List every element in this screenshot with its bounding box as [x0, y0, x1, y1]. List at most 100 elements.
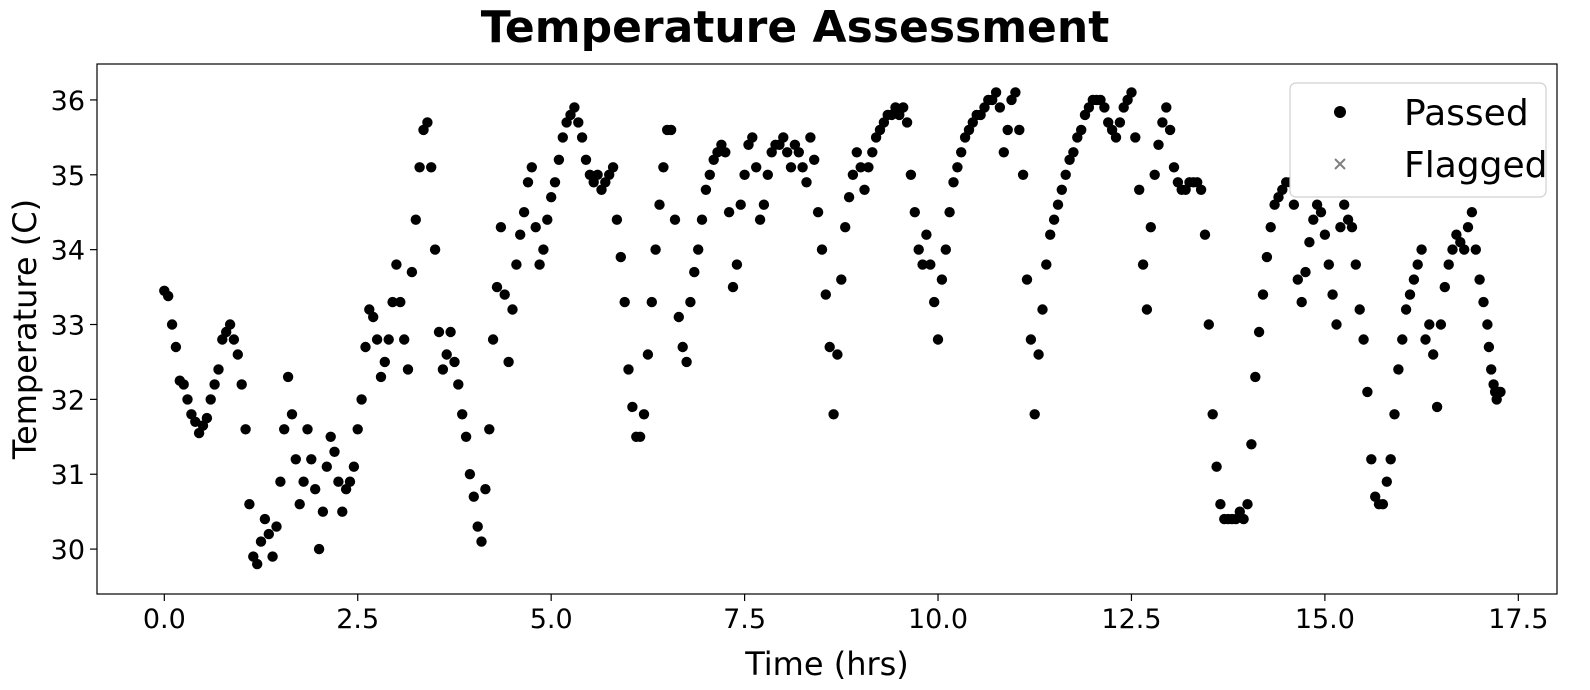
data-point: [1319, 229, 1331, 240]
data-point: [1037, 304, 1048, 315]
data-point: [313, 543, 325, 555]
data-point: [1428, 349, 1439, 360]
data-point: [286, 409, 298, 420]
data-point: [1447, 244, 1458, 255]
data-point: [607, 162, 619, 173]
data-point: [1207, 409, 1218, 420]
data-point: [735, 199, 746, 210]
data-point: [898, 102, 909, 113]
data-point: [867, 147, 878, 158]
data-point: [832, 349, 843, 360]
data-point: [213, 364, 224, 375]
data-point: [809, 154, 820, 165]
y-tick-label: 33: [51, 311, 85, 342]
data-point: [1439, 281, 1451, 293]
data-point: [1048, 214, 1060, 225]
data-point: [383, 334, 394, 345]
data-point: [484, 424, 495, 435]
data-point: [1068, 147, 1079, 158]
data-point: [387, 296, 398, 308]
data-point: [271, 521, 282, 532]
data-point: [909, 207, 920, 218]
data-point: [1323, 259, 1335, 270]
data-point: [747, 132, 758, 143]
legend-label: Flagged: [1404, 145, 1547, 186]
data-point: [1327, 289, 1338, 300]
data-point: [1025, 334, 1037, 345]
data-point: [391, 259, 402, 270]
data-point: [360, 341, 371, 353]
y-tick-label: 30: [51, 535, 85, 566]
data-point: [1478, 296, 1489, 308]
data-point: [990, 87, 1002, 98]
data-point: [1199, 229, 1211, 240]
data-point: [1288, 199, 1300, 210]
data-point: [437, 364, 449, 375]
data-point: [998, 147, 1009, 158]
data-point: [1265, 222, 1276, 233]
data-point: [1261, 251, 1273, 263]
data-point: [646, 296, 657, 308]
data-point: [495, 222, 507, 233]
data-point: [534, 259, 545, 270]
legend-box: [1289, 82, 1547, 198]
data-point: [371, 334, 383, 345]
data-point: [782, 147, 793, 158]
data-point: [379, 356, 390, 368]
data-point: [310, 484, 321, 495]
data-point: [557, 132, 568, 143]
data-point: [793, 147, 804, 158]
x-tick-label: 0.0: [143, 604, 186, 635]
data-point: [1195, 184, 1207, 195]
data-point: [956, 147, 967, 158]
data-point: [464, 469, 476, 480]
data-point: [1483, 341, 1495, 353]
data-point: [925, 259, 936, 270]
data-point: [1149, 169, 1160, 180]
x-tick-label: 5.0: [530, 604, 573, 635]
data-point: [507, 304, 518, 315]
data-point: [205, 394, 216, 405]
data-point: [816, 244, 828, 255]
data-point: [851, 147, 862, 158]
data-point: [778, 132, 789, 143]
data-point: [1153, 139, 1164, 150]
data-point: [282, 371, 294, 383]
data-point: [1389, 409, 1400, 420]
data-point: [290, 454, 301, 465]
data-point: [480, 484, 491, 495]
data-point: [1203, 319, 1215, 330]
data-point: [1459, 244, 1470, 255]
data-point: [1424, 319, 1435, 330]
data-point: [634, 431, 646, 442]
data-point: [1014, 124, 1025, 136]
data-point: [321, 461, 332, 472]
data-point: [1381, 476, 1393, 487]
data-point: [476, 536, 487, 547]
data-point: [843, 192, 855, 203]
data-point: [677, 341, 688, 353]
data-point: [178, 379, 189, 390]
data-point: [1161, 102, 1172, 113]
data-point: [368, 311, 379, 323]
data-point: [1056, 184, 1068, 195]
data-point: [1002, 124, 1013, 136]
data-point: [615, 251, 626, 263]
data-point: [1315, 207, 1327, 218]
data-point: [429, 244, 441, 255]
data-point: [801, 177, 812, 188]
data-point: [569, 102, 580, 113]
data-point: [797, 162, 808, 173]
data-point: [1470, 244, 1482, 255]
data-point: [468, 491, 479, 502]
data-point: [433, 326, 445, 338]
data-point: [491, 281, 503, 293]
data-point: [255, 536, 267, 547]
data-point: [275, 476, 286, 487]
data-point: [244, 499, 255, 510]
data-point: [1397, 334, 1408, 345]
data-point: [352, 424, 363, 435]
data-point: [526, 162, 537, 173]
y-tick-label: 34: [51, 236, 85, 267]
